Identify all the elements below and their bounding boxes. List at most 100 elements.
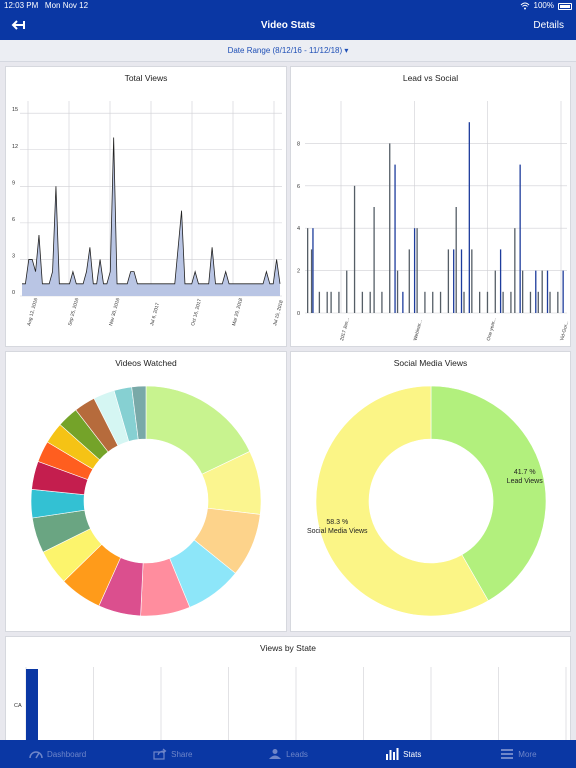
more-menu-icon — [501, 749, 514, 759]
bar — [499, 249, 502, 313]
bar — [468, 122, 470, 313]
lead-vs-social-chart: 0 2 4 6 8 2017 Jan... Webinar... One year... Vid… — [297, 101, 570, 342]
tab-share[interactable]: Share — [115, 740, 230, 768]
x-tick-label: Vid-Gor... — [559, 320, 570, 341]
dashboard-gauge-icon — [29, 751, 43, 759]
bar — [394, 164, 396, 313]
bar — [373, 207, 375, 313]
bar — [537, 291, 539, 313]
bar — [389, 143, 391, 313]
x-tick-label: Jul 6, 2017 — [149, 302, 161, 327]
videos-watched-chart — [30, 385, 262, 617]
status-bar: 12:03 PM Mon Nov 12 100% — [0, 0, 576, 12]
bar — [396, 270, 399, 313]
bar — [330, 291, 332, 313]
y-tick-label: 3 — [12, 253, 15, 259]
social-media-views-title: Social Media Views — [393, 358, 468, 368]
bar — [416, 228, 418, 313]
lead-vs-social-title: Lead vs Social — [402, 73, 459, 83]
bar — [318, 291, 321, 313]
y-tick-label: 0 — [12, 290, 15, 296]
bar — [529, 291, 532, 313]
bar — [310, 249, 313, 313]
bar — [424, 291, 426, 313]
bar — [453, 249, 455, 313]
bar — [346, 270, 348, 313]
bar — [432, 291, 434, 313]
tab-bar: Dashboard Share Leads Stats More — [0, 740, 576, 768]
stats-bar-icon — [386, 748, 399, 760]
videos-watched-hole — [92, 447, 200, 555]
bar — [522, 270, 524, 313]
bar — [439, 291, 442, 313]
bar — [471, 249, 473, 313]
x-tick-label: Nov 30, 2016 — [108, 297, 121, 326]
bar — [510, 291, 512, 313]
nav-bar: Video Stats Details — [0, 12, 576, 40]
date-range-selector[interactable]: Date Range (8/12/16 - 11/12/18) ▾ — [0, 40, 576, 62]
y-tick-label: 12 — [12, 144, 18, 150]
x-tick-label: Webinar... — [412, 319, 423, 341]
views-by-state-title: Views by State — [259, 643, 317, 653]
details-button[interactable]: Details — [533, 20, 564, 31]
bar — [338, 291, 340, 313]
wifi-icon — [520, 2, 529, 10]
bar — [546, 270, 549, 313]
tab-dashboard[interactable]: Dashboard — [0, 740, 115, 768]
bar — [557, 291, 559, 313]
x-tick-label: 2017 Jan... — [339, 317, 351, 341]
x-tick-label: Oct 16, 2017 — [190, 298, 203, 326]
bar — [460, 249, 463, 313]
bar — [549, 291, 551, 313]
bar — [413, 228, 416, 313]
slice-percent-label: 41.7 % — [514, 469, 536, 476]
total-views-chart: 0 3 6 9 12 15 Aug 12, 2016 Sep 25, 2016 Nov 30, … — [12, 101, 285, 327]
total-views-title: Total Views — [124, 73, 168, 83]
back-arrow-icon — [11, 20, 25, 30]
status-left: 12:03 PM Mon Nov 12 — [4, 0, 88, 12]
leads-icon — [269, 749, 282, 759]
status-date: Mon Nov 12 — [44, 1, 89, 10]
lead-vs-social-card: 0 2 4 6 8 2017 Jan... Webinar... One year... Vid… — [290, 66, 571, 347]
total-views-card: 0 3 6 9 12 15 Aug 12, 2016 Sep 25, 2016 Nov 30, … — [5, 66, 287, 347]
share-icon — [153, 748, 167, 760]
bar — [514, 228, 516, 313]
social-media-views-card: 41.7 % Lead Views 58.3 % Social Media Views… — [290, 351, 571, 632]
views-by-state-chart: CA — [14, 667, 567, 741]
y-tick-label: 9 — [12, 180, 15, 186]
tab-leads[interactable]: Leads — [230, 740, 345, 768]
bar — [408, 249, 410, 313]
bar — [502, 291, 504, 313]
x-tick-label: Sep 25, 2016 — [67, 297, 80, 326]
tab-stats[interactable]: Stats — [346, 740, 461, 768]
slice-name-label: Social Media Views — [307, 528, 368, 535]
page-title: Video Stats — [260, 20, 316, 31]
bar — [455, 207, 457, 313]
x-tick-label: Jul 15, 2018 — [272, 299, 285, 326]
y-tick-label: 8 — [297, 141, 300, 147]
bar — [326, 291, 328, 313]
bar — [353, 185, 356, 313]
y-tick-label: 15 — [12, 107, 18, 113]
area-line — [22, 137, 281, 285]
videos-watched-card: Videos Watched — [5, 351, 287, 632]
bar — [519, 164, 521, 313]
bar — [402, 291, 404, 313]
bar — [486, 291, 489, 313]
bar — [369, 291, 371, 313]
views-by-state-card: CA Views by State — [5, 636, 571, 746]
status-time: 12:03 PM — [4, 1, 39, 10]
tab-more[interactable]: More — [461, 740, 576, 768]
tab-dashboard-label: Dashboard — [47, 749, 87, 759]
bar — [494, 270, 496, 313]
tab-more-label: More — [518, 749, 537, 759]
bar — [381, 291, 383, 313]
battery-icon — [558, 2, 572, 10]
x-tick-label: Mar 29, 2018 — [231, 297, 244, 326]
x-tick-label: Aug 12, 2016 — [26, 297, 39, 326]
back-button[interactable] — [10, 17, 26, 33]
social-media-hole — [377, 447, 485, 555]
tab-share-label: Share — [171, 749, 193, 759]
battery-percent: 100% — [533, 1, 554, 10]
